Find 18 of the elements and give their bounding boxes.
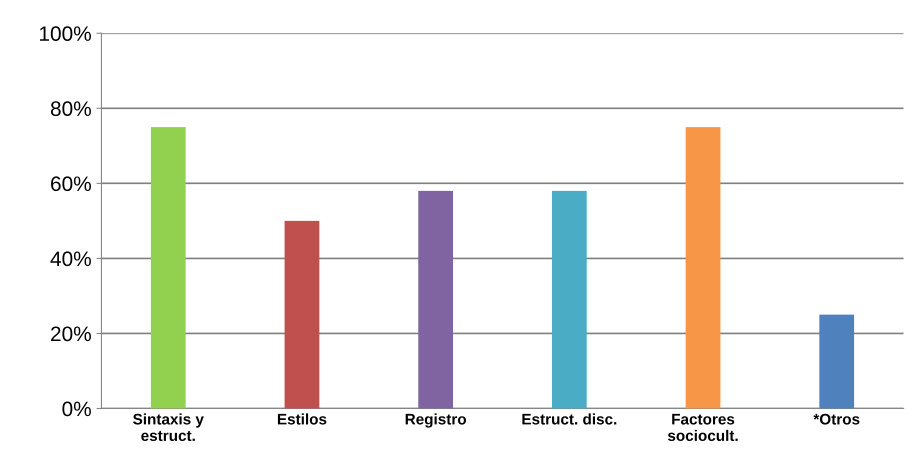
y-tick-label: 100% [40, 26, 91, 42]
x-tick-label: Estilos [278, 413, 326, 425]
y-tick-label: 40% [50, 251, 91, 266]
y-tick-label: 20% [51, 326, 91, 342]
x-tick-label: *Otros [813, 414, 860, 425]
bar [552, 190, 587, 408]
x-tick-label: Estruct. disc. [522, 413, 616, 425]
y-tick-label: 60% [51, 176, 91, 192]
x-tick-label: Sintaxis y estruct. [133, 413, 204, 442]
y-tick-label: 80% [50, 101, 91, 116]
y-tick-label: 0% [62, 402, 91, 416]
bar [686, 127, 720, 408]
bar [819, 314, 854, 408]
bar [150, 127, 186, 408]
bar [284, 220, 320, 408]
x-tick-label: Registro [406, 413, 466, 428]
x-tick-label: Factores sociocult. [668, 414, 738, 442]
bar [418, 190, 454, 408]
